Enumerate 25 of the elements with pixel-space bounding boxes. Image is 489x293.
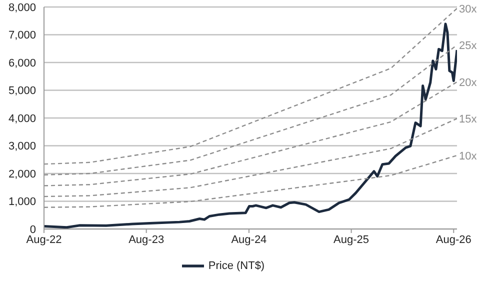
line-series	[44, 118, 457, 198]
series-label: 15x	[459, 114, 478, 126]
x-tick-label: Aug-22	[26, 234, 62, 246]
y-tick-label: 4,000	[8, 112, 36, 125]
y-tick-label: 1,000	[8, 196, 36, 208]
series-label: 10x	[459, 150, 478, 162]
x-tick-label: Aug-26	[436, 234, 472, 246]
line-series	[44, 154, 457, 208]
series-label: 30x	[459, 3, 478, 16]
x-tick-label: Aug-25	[334, 234, 370, 246]
y-tick-label: 5,000	[8, 85, 36, 98]
legend-label: Price (NT$)	[208, 260, 265, 272]
series-label: 20x	[459, 76, 478, 89]
x-tick-label: Aug-23	[128, 234, 164, 246]
y-tick-label: 0	[30, 224, 36, 236]
series-label: 25x	[459, 40, 478, 52]
line-series	[44, 8, 457, 165]
y-tick-label: 6,000	[8, 57, 36, 70]
y-tick-label: 2,000	[8, 168, 36, 180]
y-tick-label: 7,000	[8, 30, 36, 42]
line-series	[44, 81, 457, 186]
line-series	[44, 44, 457, 176]
y-tick-label: 8,000	[8, 2, 36, 14]
y-tick-label: 3,000	[8, 140, 36, 153]
x-tick-label: Aug-24	[231, 234, 267, 246]
